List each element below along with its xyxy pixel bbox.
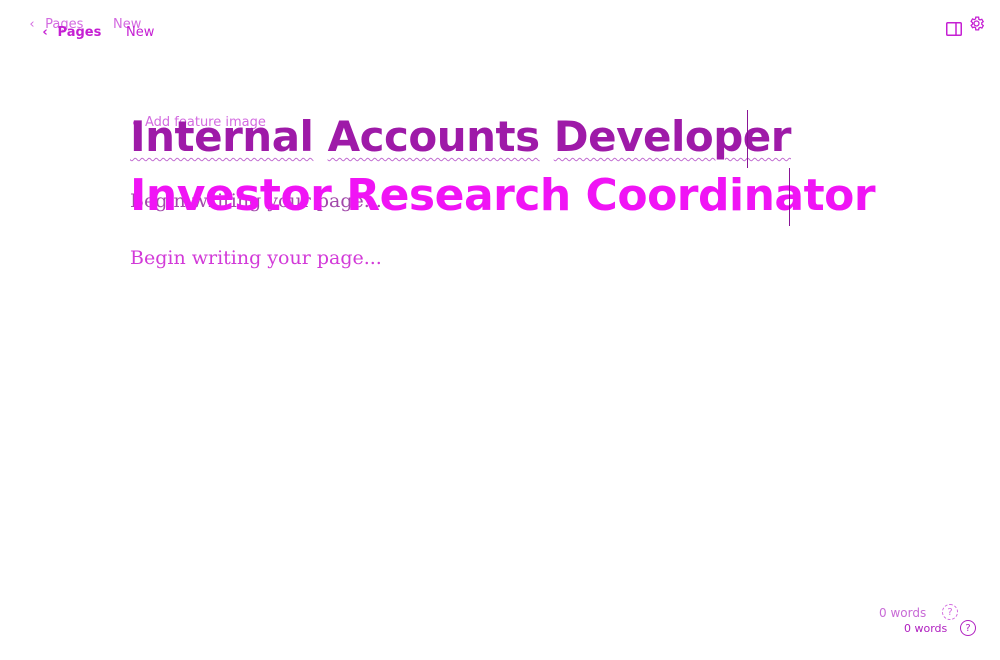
gear-icon (970, 16, 985, 31)
new-page-button[interactable]: New (126, 25, 155, 40)
settings-button[interactable] (968, 15, 985, 36)
ghost-back-link: ‹ Pages (27, 17, 83, 32)
page-body-editor[interactable]: Begin writing your page... (130, 247, 382, 269)
text-caret (789, 168, 790, 226)
back-label: Pages (57, 25, 102, 40)
help-button[interactable]: ? (960, 620, 976, 636)
back-to-pages-link[interactable]: ‹ Pages (40, 25, 101, 40)
ghost-title-word: Internal (130, 112, 314, 161)
ghost-new-link: New (113, 17, 142, 32)
ghost-feature-image-button: Add feature image (133, 115, 266, 130)
help-circle-icon: ? (947, 606, 953, 618)
ghost-title-word: Accounts (327, 112, 541, 161)
word-count: 0 words (904, 622, 948, 635)
ghost-text-caret (747, 110, 748, 168)
ghost-back-label: Pages (45, 17, 84, 32)
page-title-input[interactable]: Investor Research Coordinator (130, 170, 876, 221)
help-circle-icon: ? (965, 622, 971, 634)
ghost-page-title: Internal Accounts Developer (130, 112, 791, 161)
chevron-left-icon: ‹ (29, 17, 35, 32)
ghost-body-placeholder: Begin writing your page... (130, 190, 382, 212)
ghost-word-count: 0 words (879, 606, 927, 620)
chevron-left-icon: ‹ (42, 25, 48, 40)
ghost-help-button: ? (942, 604, 958, 620)
sidebar-toggle-icon (946, 22, 962, 36)
ghost-title-word: Developer (553, 112, 792, 161)
sidebar-toggle-button[interactable] (946, 21, 962, 40)
feature-image-label: Add feature image (145, 115, 266, 130)
